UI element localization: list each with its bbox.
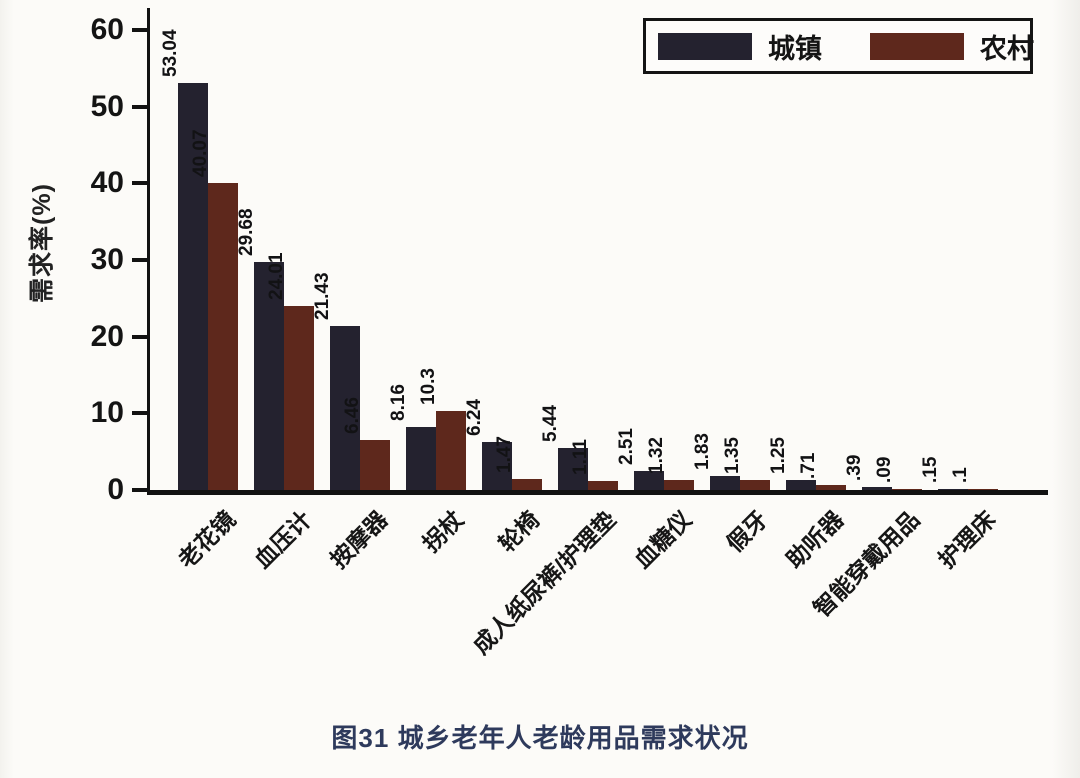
bar-value-label: 40.07 — [190, 129, 211, 177]
bar-urban-3 — [406, 427, 436, 490]
bar-urban-0 — [178, 83, 208, 490]
bar-value-label: 21.43 — [312, 272, 333, 320]
y-tick-mark-40 — [132, 181, 147, 186]
legend-label-rural: 农村 — [980, 33, 1034, 64]
bar-value-label: 10.3 — [418, 368, 439, 405]
bar-rural-10 — [968, 489, 998, 490]
x-tick-label-0: 老花镜 — [173, 506, 241, 574]
bar-value-label: 1.25 — [768, 437, 789, 474]
bar-rural-8 — [816, 485, 846, 490]
bar-urban-7 — [710, 476, 740, 490]
x-tick-label-5: 成人纸尿裤/护理垫 — [467, 506, 621, 660]
bar-urban-10 — [938, 489, 968, 490]
y-tick-label-10: 10 — [90, 396, 124, 430]
x-tick-label-8: 助听器 — [781, 506, 849, 574]
x-tick-label-4: 轮椅 — [493, 506, 545, 557]
bar-urban-5 — [558, 448, 588, 490]
legend-swatch-rural — [870, 32, 964, 60]
y-tick-label-50: 50 — [90, 89, 124, 123]
x-tick-label-2: 按摩器 — [325, 506, 393, 574]
y-tick-label-40: 40 — [90, 166, 124, 200]
bar-rural-0 — [208, 183, 238, 490]
y-tick-mark-10 — [132, 411, 147, 416]
y-tick-label-20: 20 — [90, 319, 124, 353]
bar-value-label: 1.47 — [494, 436, 515, 473]
chart-caption: 图31 城乡老年人老龄用品需求状况 — [331, 723, 749, 753]
y-tick-mark-20 — [132, 334, 147, 339]
plot-area: 53.04 40.07 29.68 24.01 21.43 6.46 8.16 10.3 6.2… — [150, 29, 1045, 490]
y-tick-label-30: 30 — [90, 243, 124, 276]
x-tick-label-1: 血压计 — [249, 506, 317, 574]
bar-value-label: .09 — [874, 456, 895, 483]
bar-value-label: 29.68 — [236, 208, 257, 256]
bar-value-label: 5.44 — [540, 405, 561, 442]
bar-rural-2 — [360, 440, 390, 490]
y-axis-title: 需求率(%) — [28, 183, 56, 303]
bar-rural-3 — [436, 411, 466, 490]
bar-urban-9 — [862, 487, 892, 490]
bar-urban-8 — [786, 480, 816, 490]
bar-rural-9 — [892, 489, 922, 490]
bar-rural-5 — [588, 481, 618, 490]
bar-rural-7 — [740, 480, 770, 490]
y-axis — [147, 8, 150, 494]
bar-rural-6 — [664, 480, 694, 490]
x-tick-label-3: 拐杖 — [417, 506, 469, 557]
bar-value-label: 6.46 — [342, 397, 363, 434]
legend: 城镇 农村 — [643, 18, 1034, 74]
y-tick-mark-50 — [132, 104, 147, 109]
x-axis-labels: 老花镜 血压计 按摩器 拐杖 轮椅 成人纸尿裤/护理垫 血糖仪 假牙 助听器 智能穿戴用品 护理床 — [150, 494, 1045, 724]
legend-swatch-urban — [658, 32, 752, 60]
bar-value-label: .39 — [844, 454, 865, 481]
y-tick-mark-0 — [132, 488, 147, 492]
bar-rural-4 — [512, 479, 542, 490]
y-tick-label-0: 0 — [107, 473, 124, 506]
bar-value-label: .15 — [920, 456, 941, 483]
bar-urban-2 — [330, 326, 360, 490]
bar-urban-4 — [482, 442, 512, 490]
bar-rural-1 — [284, 306, 314, 490]
bar-value-label: .71 — [798, 452, 819, 479]
bar-urban-6 — [634, 471, 664, 490]
bar-value-label: 8.16 — [388, 384, 409, 421]
y-tick-mark-60 — [132, 28, 147, 32]
bar-value-label: 1.32 — [646, 437, 667, 474]
bar-value-label: 1.83 — [692, 433, 713, 470]
bar-value-label: .1 — [950, 467, 971, 483]
legend-label-urban: 城镇 — [768, 33, 822, 64]
bar-value-label: 2.51 — [616, 428, 637, 465]
x-axis — [147, 490, 1048, 495]
bar-value-label: 1.11 — [570, 439, 591, 475]
bar-value-label: 53.04 — [160, 29, 181, 77]
bar-value-label: 6.24 — [464, 399, 485, 436]
x-tick-label-7: 假牙 — [721, 506, 773, 557]
y-tick-mark-30 — [132, 258, 147, 262]
x-tick-label-10: 护理床 — [933, 506, 1001, 574]
bar-value-label: 24.01 — [266, 252, 287, 300]
bar-urban-1 — [254, 262, 284, 490]
bar-value-label: 1.35 — [722, 437, 743, 474]
x-tick-label-6: 血糖仪 — [629, 506, 697, 574]
y-tick-label-60: 60 — [90, 13, 124, 46]
